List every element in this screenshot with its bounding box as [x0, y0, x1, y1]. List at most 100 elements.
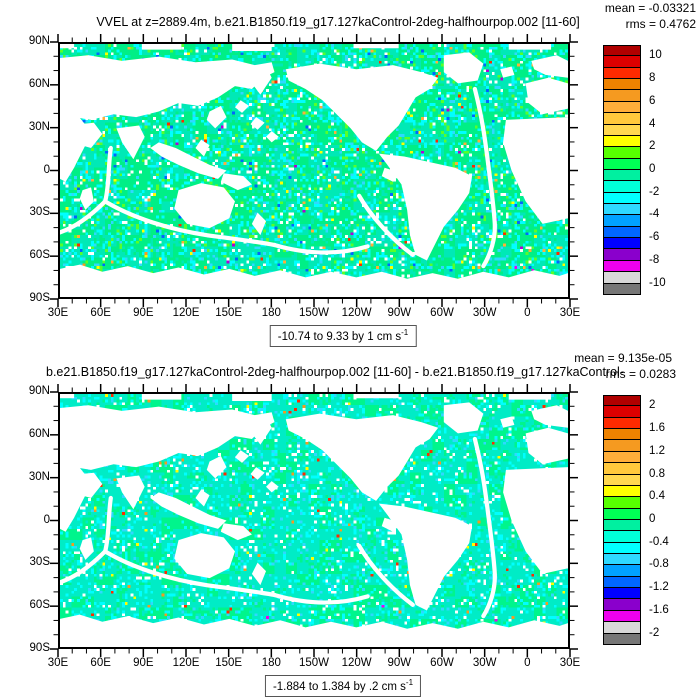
colorbar-tick-label: 2: [649, 399, 656, 412]
colorbar-cell: [603, 79, 641, 91]
colorbar-cell: [603, 67, 641, 80]
caption-text: -10.74 to 9.33 by 1 cm s: [277, 330, 402, 343]
colorbar-tick-label: -4: [649, 208, 660, 221]
y-tick-label: 30S: [29, 556, 50, 569]
colorbar-cell: [603, 45, 641, 57]
colorbar-cell: [603, 124, 641, 136]
x-tick-label: 180: [261, 657, 281, 669]
colorbar-cell: [603, 508, 641, 520]
x-tick-label: 150E: [215, 657, 243, 669]
x-tick-label: 0: [524, 657, 531, 669]
x-tick-label: 60E: [90, 657, 111, 669]
colorbar-cell: [603, 429, 641, 441]
x-tick-label: 90E: [133, 657, 154, 669]
caption-text: -1.884 to 1.384 by .2 cm s: [272, 680, 406, 693]
colorbar-cell: [603, 622, 641, 634]
contour-range-caption: -10.74 to 9.33 by 1 cm s-1: [269, 325, 417, 347]
colorbar-tick-label: 0: [649, 513, 656, 525]
colorbar-tick-label: 2: [649, 140, 656, 153]
colorbar-cell: [603, 565, 641, 577]
colorbar-cell: [603, 451, 641, 464]
colorbar-cell: [603, 135, 641, 148]
top-map-panel: mean = -0.03321 rms = 0.4762 VVEL at z=2…: [28, 1, 696, 347]
colorbar-cell: [603, 226, 641, 239]
colorbar-tick-label: 10: [649, 49, 662, 62]
x-tick-label: 90W: [387, 657, 412, 669]
colorbar: [603, 45, 641, 295]
map-frame: [58, 392, 570, 649]
y-tick-label: 90S: [29, 642, 50, 654]
colorbar-cell: [603, 113, 641, 125]
land-overlay: [60, 394, 568, 647]
colorbar-cell: [603, 531, 641, 543]
rms-value: rms = 0.0283: [605, 367, 676, 381]
colorbar-cell: [603, 633, 641, 645]
y-tick-label: 60N: [28, 427, 50, 440]
colorbar-tick-label: 0: [649, 163, 656, 175]
colorbar-cell: [603, 588, 641, 600]
colorbar-tick-label: 0.8: [649, 467, 665, 480]
colorbar-cell: [603, 215, 641, 227]
x-tick-label: 60W: [430, 307, 454, 319]
land-overlay: [60, 44, 568, 297]
colorbar-tick-label: -1.2: [649, 581, 669, 594]
colorbar-cell: [603, 56, 641, 68]
colorbar-tick-label: 6: [649, 94, 656, 107]
x-tick-label: 120E: [172, 307, 200, 319]
colorbar-cell: [603, 542, 641, 555]
x-tick-label: 30E: [47, 657, 69, 669]
contour-range-caption: -1.884 to 1.384 by .2 cm s-1: [264, 675, 422, 697]
colorbar-cell: [603, 272, 641, 284]
x-tick-label: 30W: [472, 657, 497, 669]
x-tick-label: 30E: [47, 307, 69, 319]
colorbar-cell: [603, 283, 641, 295]
colorbar-cell: [603, 395, 641, 407]
y-tick-label: 30N: [28, 470, 50, 483]
x-tick-label: 0: [524, 307, 531, 319]
colorbar-cell: [603, 260, 641, 273]
y-tick-label: 0: [43, 513, 50, 526]
colorbar-cell: [603, 599, 641, 611]
x-tick-label: 150W: [298, 307, 330, 319]
y-tick-label: 30S: [29, 206, 50, 219]
x-tick-label: 120W: [341, 657, 372, 669]
y-tick-label: 60N: [28, 77, 50, 90]
rms-value: rms = 0.4762: [625, 17, 696, 31]
colorbar-cell: [603, 204, 641, 216]
x-tick-label: 60W: [430, 657, 454, 669]
colorbar-cell: [603, 554, 641, 566]
colorbar-cell: [603, 576, 641, 589]
colorbar-tick-label: 1.6: [649, 422, 665, 435]
x-tick-label: 30E: [559, 657, 581, 669]
colorbar-cell: [603, 181, 641, 193]
panel-title: VVEL at z=2889.4m, b.e21.B1850.f19_g17.1…: [96, 15, 580, 29]
mean-value: mean = 9.135e-05: [574, 351, 672, 365]
y-tick-label: 90N: [28, 35, 50, 47]
colorbar-cell: [603, 147, 641, 159]
panel-title: b.e21.B1850.f19_g17.127kaControl-2deg-ha…: [46, 365, 624, 379]
colorbar-cell: [603, 497, 641, 509]
y-tick-label: 60S: [29, 599, 50, 612]
colorbar-cell: [603, 101, 641, 114]
colorbar-tick-label: -10: [649, 276, 666, 289]
y-tick-label: 60S: [29, 249, 50, 262]
colorbar-cell: [603, 249, 641, 261]
x-tick-label: 180: [261, 307, 281, 319]
colorbar-cell: [603, 238, 641, 250]
x-tick-label: 120W: [341, 307, 372, 319]
x-tick-label: 60E: [90, 307, 111, 319]
x-tick-label: 90E: [133, 307, 154, 319]
colorbar-tick-label: -2: [649, 185, 660, 198]
x-tick-label: 150W: [298, 657, 330, 669]
x-tick-label: 120E: [172, 657, 200, 669]
colorbar-tick-label: -8: [649, 253, 660, 266]
colorbar-tick-label: -6: [649, 231, 660, 244]
colorbar-tick-label: 0.4: [649, 490, 665, 503]
colorbar-cell: [603, 474, 641, 486]
colorbar-tick-label: 1.2: [649, 444, 665, 457]
colorbar-tick-label: -0.8: [649, 558, 669, 571]
colorbar-tick-label: -1.6: [649, 603, 669, 616]
colorbar-cell: [603, 417, 641, 430]
colorbar-tick-label: 8: [649, 72, 656, 85]
